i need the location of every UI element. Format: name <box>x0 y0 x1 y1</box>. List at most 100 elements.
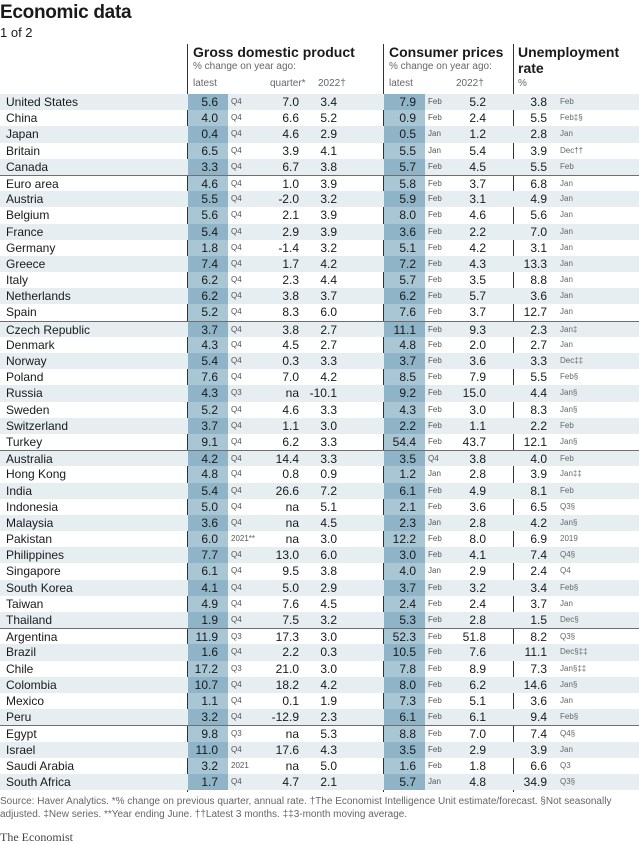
gdp-quarter-label: quarter* <box>270 78 306 89</box>
cpi-latest: 7.8 <box>399 661 416 676</box>
table-row: Taiwan 4.9 Q4 7.6 4.5 2.4 Feb 2.4 3.7 Jan <box>0 595 639 612</box>
country-name: Singapore <box>6 564 61 579</box>
country-name: Euro area <box>6 176 59 191</box>
gdp-2022: 6.0 <box>320 305 337 320</box>
cpi-latest-shade <box>384 207 425 224</box>
gdp-quarter: 1.0 <box>282 176 299 191</box>
unemp-period: Jan§ <box>560 679 578 689</box>
cpi-period: Feb <box>428 210 442 220</box>
cpi-latest-shade <box>384 126 425 143</box>
country-name: Saudi Arabia <box>6 758 75 773</box>
table-row: Israel 11.0 Q4 17.6 4.3 3.5 Feb 2.9 3.9 Jan <box>0 741 639 758</box>
gdp-latest-shade <box>188 547 228 564</box>
cpi-period: Q4 <box>428 454 439 464</box>
country-name: Spain <box>6 305 37 320</box>
gdp-latest: 3.7 <box>201 322 218 337</box>
country-name: Mexico <box>6 693 45 708</box>
gdp-2022: 4.2 <box>320 677 337 692</box>
cpi-latest-shade <box>384 514 425 532</box>
cpi-latest: 0.9 <box>399 111 416 126</box>
gdp-latest: 3.2 <box>201 758 218 773</box>
cpi-period: Feb <box>428 436 442 446</box>
unemp-rate: 6.6 <box>530 758 547 773</box>
unemp-period: Jan <box>560 258 573 268</box>
table-row: Chile 17.2 Q3 21.0 3.0 7.8 Feb 8.9 7.3 Jan§‡‡ <box>0 660 639 677</box>
gdp-quarter: na <box>285 758 299 773</box>
gdp-latest-shade <box>188 191 228 208</box>
table-row: Thailand 1.9 Q4 7.5 3.2 5.3 Feb 2.8 1.5 Dec§ <box>0 612 639 629</box>
unemp-rate: 3.1 <box>530 240 547 255</box>
cpi-latest-shade <box>384 385 425 402</box>
gdp-latest: 4.2 <box>201 452 218 467</box>
gdp-period: Q4 <box>231 339 242 349</box>
gdp-quarter: 7.0 <box>282 95 299 109</box>
gdp-2022: 4.2 <box>320 256 337 271</box>
unemp-period: Jan‡‡ <box>560 469 582 479</box>
gdp-2022: 3.3 <box>320 452 337 467</box>
gdp-latest-shade <box>188 207 228 224</box>
cpi-2022: 4.9 <box>469 483 486 498</box>
unemp-period: Feb§ <box>560 582 579 592</box>
cpi-2022: 4.2 <box>469 240 486 255</box>
cpi-period: Feb <box>428 729 442 739</box>
cpi-period: Feb <box>428 695 442 705</box>
gdp-period: Q4 <box>231 679 242 689</box>
gdp-latest: 5.5 <box>201 192 218 207</box>
gdp-period: Q4 <box>231 161 242 171</box>
cpi-period: Feb <box>428 324 442 334</box>
gdp-2022: 3.0 <box>320 661 337 676</box>
cpi-latest-shade <box>384 175 425 192</box>
gdp-header: Gross domestic product % change on year … <box>193 44 355 94</box>
unemp-period: Dec†† <box>560 145 584 155</box>
gdp-period: Q4 <box>231 566 242 576</box>
cpi-latest-shade <box>384 531 425 548</box>
cpi-latest-shade <box>384 451 425 467</box>
cpi-latest-shade <box>384 272 425 289</box>
cpi-latest: 8.5 <box>399 370 416 385</box>
gdp-latest-shade <box>188 110 228 127</box>
gdp-period: Q4 <box>231 695 242 705</box>
unemp-rate: 6.5 <box>530 499 547 514</box>
cpi-latest: 3.5 <box>399 452 416 467</box>
gdp-2022: 3.3 <box>320 402 337 417</box>
cpi-latest: 3.0 <box>399 548 416 563</box>
gdp-2022: 0.9 <box>320 467 337 482</box>
cpi-2022: 2.9 <box>469 564 486 579</box>
cpi-header: Consumer prices % change on year ago: <box>389 44 503 94</box>
table-row: Czech Republic 3.7 Q4 3.8 2.7 11.1 Feb 9.3 2.3 Ja… <box>0 320 639 337</box>
cpi-latest: 7.3 <box>399 693 416 708</box>
gdp-latest: 1.6 <box>201 645 218 660</box>
unemp-period: Jan <box>560 291 573 301</box>
unemp-rate: 1.5 <box>530 613 547 627</box>
table-row: South Korea 4.1 Q4 5.0 2.9 3.7 Feb 3.2 3.4 Feb§ <box>0 579 639 596</box>
gdp-latest-shade <box>188 175 228 192</box>
cpi-latest: 4.0 <box>399 564 416 579</box>
unemp-period: Q3 <box>560 760 571 770</box>
unemp-rate: 8.1 <box>530 483 547 498</box>
table-row: United States 5.6 Q4 7.0 3.4 7.9 Feb 5.2 3.8 Feb <box>0 94 639 111</box>
unemp-period: Jan <box>560 307 573 317</box>
gdp-period: 2021** <box>231 534 256 544</box>
cpi-latest: 8.0 <box>399 208 416 223</box>
gdp-latest: 6.2 <box>201 273 218 288</box>
gdp-quarter: 6.7 <box>282 159 299 174</box>
gdp-quarter: 18.2 <box>275 677 299 692</box>
country-name: Norway <box>6 354 47 368</box>
gdp-period: Q4 <box>231 258 242 268</box>
gdp-period: Q4 <box>231 550 242 560</box>
cpi-2022: 5.7 <box>469 289 486 304</box>
gdp-latest: 5.0 <box>201 499 218 514</box>
cpi-latest-shade <box>384 433 425 451</box>
gdp-2022: -10.1 <box>309 386 337 401</box>
gdp-quarter: 2.2 <box>282 645 299 660</box>
gdp-2022: 4.3 <box>320 742 337 757</box>
gdp-quarter: 7.5 <box>282 613 299 627</box>
cpi-2022: 3.7 <box>469 176 486 191</box>
unemp-rate: 2.2 <box>530 418 547 433</box>
gdp-latest-shade <box>188 353 228 370</box>
unemp-period: Jan <box>560 598 573 608</box>
country-name: Italy <box>6 273 29 288</box>
gdp-latest: 7.6 <box>201 370 218 385</box>
country-name: Philippines <box>6 548 65 563</box>
cpi-2022: 2.9 <box>469 742 486 757</box>
